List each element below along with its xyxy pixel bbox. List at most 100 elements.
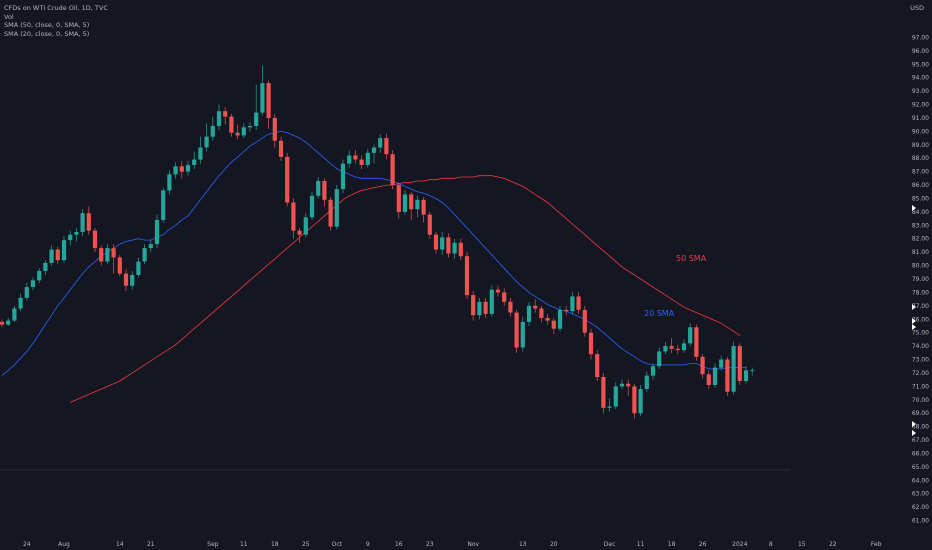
y-tick-label: 79.00	[912, 276, 929, 283]
legend-vol[interactable]: Vol	[4, 12, 14, 21]
x-tick-label: 23	[426, 541, 434, 548]
candle-body	[688, 327, 693, 344]
candle-body	[433, 234, 439, 250]
candle-body	[427, 214, 432, 235]
candle-body	[37, 270, 42, 281]
y-tick-label: 72.00	[912, 370, 929, 377]
candle-body	[452, 242, 457, 254]
legend-sma-50[interactable]: SMA (50, close, 0, SMA, 5)	[4, 21, 90, 29]
candle-body	[167, 174, 172, 191]
candle-body	[632, 386, 637, 414]
candle-body	[43, 262, 48, 271]
x-tick-label: 2024	[732, 541, 747, 548]
x-tick-label: Dec	[604, 541, 616, 548]
y-tick-label: 73.00	[912, 357, 929, 364]
y-tick-label: 97.00	[912, 34, 929, 41]
y-tick-label: 91.00	[912, 115, 929, 122]
candle-body	[514, 312, 519, 348]
candle-body	[551, 320, 556, 329]
candle-body	[322, 181, 327, 200]
x-tick-label: 26	[699, 541, 707, 548]
candle-body	[272, 117, 277, 141]
y-tick-label: 71.00	[912, 383, 929, 390]
y-tick-label: 76.00	[912, 316, 929, 323]
candle-body	[384, 138, 389, 155]
candle-body	[142, 248, 147, 262]
candle-body	[607, 406, 612, 408]
candle-body	[681, 343, 687, 351]
candle-body	[719, 359, 724, 368]
candle-body	[613, 386, 618, 407]
x-tick-label: Nov	[467, 541, 479, 548]
candles-layer	[0, 65, 755, 419]
y-axis[interactable]: 61.00 62.00 63.00 64.00 65.00 66.00 67.00 68.00…	[912, 34, 929, 524]
candle-body	[223, 111, 228, 117]
chart-legend: CFDs on WTI Crude Oil, 1D, TVC Vol SMA (…	[4, 4, 108, 38]
candle-body	[402, 194, 408, 212]
candle-body	[18, 297, 23, 309]
candle-body	[198, 147, 203, 160]
candle-body	[725, 359, 730, 392]
x-tick-label: Aug	[58, 541, 70, 548]
sma50-line	[70, 175, 741, 403]
candle-body	[204, 136, 209, 148]
candle-body	[390, 154, 395, 186]
candle-body	[650, 366, 656, 376]
currency-label[interactable]: USD	[910, 4, 924, 12]
candle-body	[229, 116, 234, 133]
y-tick-label: 61.00	[912, 518, 929, 525]
x-tick-label: 13	[519, 541, 527, 548]
candle-body	[601, 377, 606, 408]
candle-body	[278, 140, 284, 157]
candle-body	[502, 292, 507, 302]
x-tick-label: 14	[116, 541, 124, 548]
candle-body	[12, 308, 17, 321]
marker-77-icon	[912, 304, 916, 310]
candle-body	[179, 166, 184, 172]
y-tick-label: 85.00	[912, 195, 929, 202]
x-tick-label: Feb	[871, 541, 882, 548]
y-tick-label: 63.00	[912, 491, 929, 498]
candle-body	[123, 273, 129, 286]
candle-body	[495, 289, 501, 293]
candle-body	[508, 301, 513, 313]
y-tick-label: 75.00	[912, 330, 929, 337]
candle-body	[669, 346, 674, 349]
candle-body	[61, 240, 67, 261]
y-tick-label: 69.00	[912, 410, 929, 417]
candle-body	[663, 346, 668, 352]
candle-body	[489, 289, 494, 314]
legend-symbol[interactable]: CFDs on WTI Crude Oil, 1D, TVC	[4, 4, 108, 12]
candle-body	[266, 83, 271, 118]
candle-body	[173, 166, 178, 175]
candle-body	[161, 190, 166, 220]
y-tick-label: 64.00	[912, 477, 929, 484]
y-tick-label: 80.00	[912, 263, 929, 270]
candle-body	[235, 132, 240, 136]
x-axis[interactable]: 24 Aug 14 21 Sep 11 18 25 Oct 9 16 23 Nov 13 20 Dec 11 18…	[23, 541, 882, 548]
y-tick-label: 90.00	[912, 128, 929, 135]
candle-body	[545, 317, 550, 321]
y-tick-label: 62.00	[912, 504, 929, 511]
candle-body	[557, 309, 563, 329]
candle-body	[743, 370, 749, 381]
candle-body	[626, 383, 631, 387]
candle-body	[421, 199, 426, 215]
x-tick-label: Oct	[332, 541, 343, 548]
candle-body	[675, 348, 680, 351]
candle-body	[458, 242, 463, 257]
candle-body	[595, 354, 600, 377]
candle-body	[694, 327, 699, 357]
y-tick-label: 96.00	[912, 48, 929, 55]
candle-body	[30, 280, 36, 287]
legend-sma-20[interactable]: SMA (20, close, 0, SMA, 5)	[4, 29, 90, 38]
sma50-annotation: 50 SMA	[676, 254, 707, 263]
candle-body	[737, 346, 742, 381]
candle-body	[359, 159, 364, 165]
candle-body	[6, 320, 11, 325]
x-tick-label: 22	[829, 541, 837, 548]
candle-body	[24, 287, 29, 298]
x-tick-label: 11	[637, 541, 645, 548]
candle-body	[105, 248, 110, 262]
